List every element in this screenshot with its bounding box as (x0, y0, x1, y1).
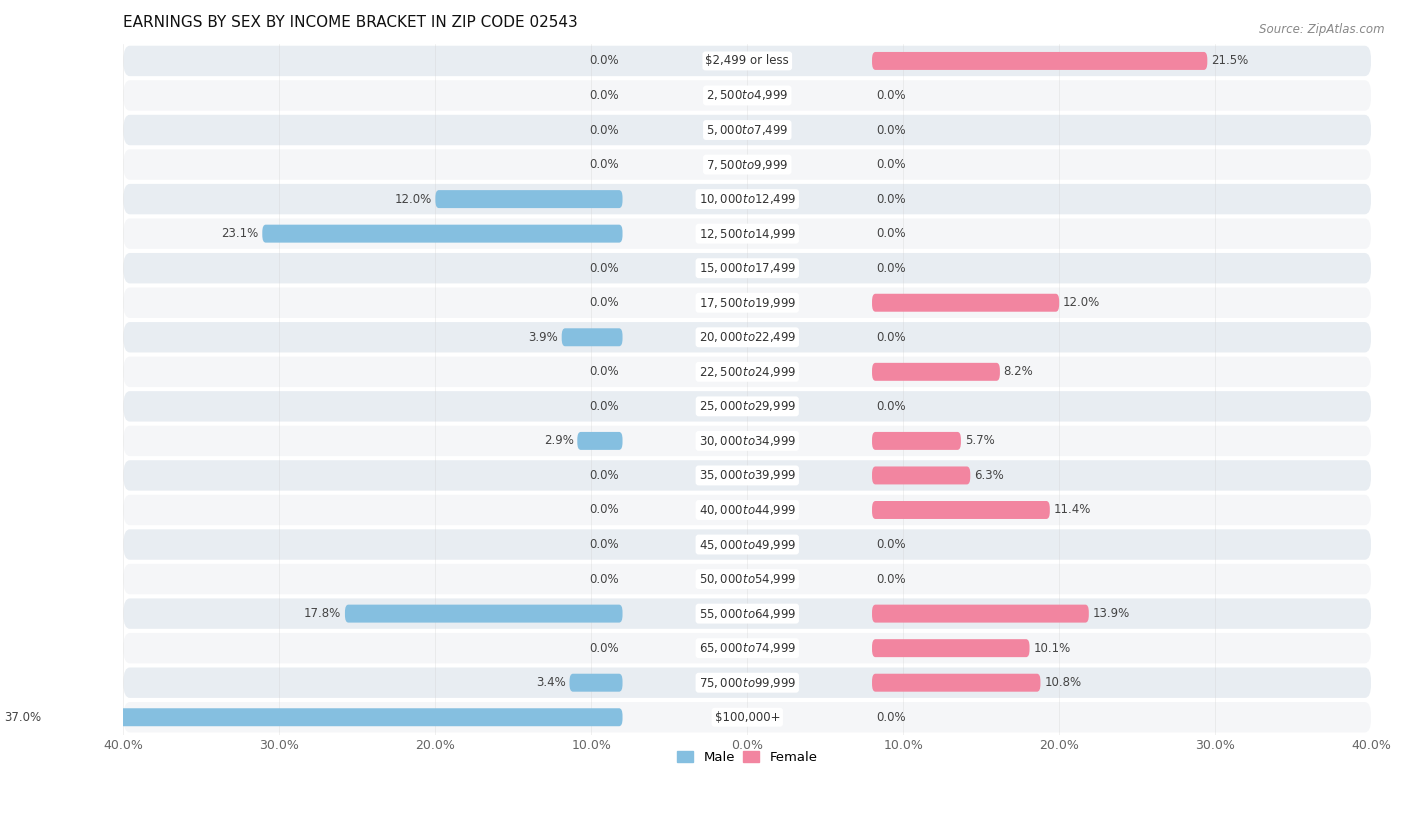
FancyBboxPatch shape (872, 639, 1029, 657)
Text: 0.0%: 0.0% (876, 193, 905, 206)
Text: 8.2%: 8.2% (1004, 365, 1033, 378)
FancyBboxPatch shape (124, 253, 1371, 284)
Text: 0.0%: 0.0% (589, 641, 619, 654)
FancyBboxPatch shape (569, 674, 623, 692)
Text: $55,000 to $64,999: $55,000 to $64,999 (699, 606, 796, 620)
Text: $30,000 to $34,999: $30,000 to $34,999 (699, 434, 796, 448)
FancyBboxPatch shape (124, 184, 1371, 215)
Text: $75,000 to $99,999: $75,000 to $99,999 (699, 676, 796, 689)
FancyBboxPatch shape (872, 674, 1040, 692)
Text: $17,500 to $19,999: $17,500 to $19,999 (699, 296, 796, 310)
Text: 6.3%: 6.3% (974, 469, 1004, 482)
FancyBboxPatch shape (872, 432, 960, 450)
Text: $65,000 to $74,999: $65,000 to $74,999 (699, 641, 796, 655)
Text: 0.0%: 0.0% (876, 158, 905, 171)
Text: 0.0%: 0.0% (876, 538, 905, 551)
Text: $50,000 to $54,999: $50,000 to $54,999 (699, 572, 796, 586)
Text: $10,000 to $12,499: $10,000 to $12,499 (699, 192, 796, 207)
Legend: Male, Female: Male, Female (672, 746, 823, 769)
FancyBboxPatch shape (562, 328, 623, 346)
Text: $12,500 to $14,999: $12,500 to $14,999 (699, 227, 796, 241)
Text: EARNINGS BY SEX BY INCOME BRACKET IN ZIP CODE 02543: EARNINGS BY SEX BY INCOME BRACKET IN ZIP… (124, 15, 578, 30)
FancyBboxPatch shape (124, 495, 1371, 525)
FancyBboxPatch shape (124, 357, 1371, 387)
FancyBboxPatch shape (124, 667, 1371, 698)
FancyBboxPatch shape (124, 598, 1371, 628)
Text: $2,500 to $4,999: $2,500 to $4,999 (706, 89, 789, 102)
Text: $2,499 or less: $2,499 or less (706, 54, 789, 67)
Text: 0.0%: 0.0% (876, 89, 905, 102)
Text: $20,000 to $22,499: $20,000 to $22,499 (699, 330, 796, 344)
Text: 23.1%: 23.1% (221, 227, 259, 240)
Text: 0.0%: 0.0% (589, 400, 619, 413)
Text: $35,000 to $39,999: $35,000 to $39,999 (699, 468, 796, 482)
FancyBboxPatch shape (124, 219, 1371, 249)
Text: Source: ZipAtlas.com: Source: ZipAtlas.com (1260, 23, 1385, 36)
FancyBboxPatch shape (124, 288, 1371, 318)
Text: 5.7%: 5.7% (965, 434, 994, 447)
Text: 10.8%: 10.8% (1045, 676, 1081, 689)
Text: 21.5%: 21.5% (1211, 54, 1249, 67)
FancyBboxPatch shape (872, 501, 1050, 519)
Text: 10.1%: 10.1% (1033, 641, 1070, 654)
Text: 0.0%: 0.0% (589, 54, 619, 67)
FancyBboxPatch shape (436, 190, 623, 208)
FancyBboxPatch shape (124, 80, 1371, 111)
Text: 2.9%: 2.9% (544, 434, 574, 447)
FancyBboxPatch shape (872, 605, 1088, 623)
FancyBboxPatch shape (872, 467, 970, 485)
FancyBboxPatch shape (578, 432, 623, 450)
Text: 0.0%: 0.0% (876, 400, 905, 413)
Text: 0.0%: 0.0% (876, 124, 905, 137)
FancyBboxPatch shape (344, 605, 623, 623)
FancyBboxPatch shape (124, 46, 1371, 76)
Text: 17.8%: 17.8% (304, 607, 342, 620)
Text: 13.9%: 13.9% (1092, 607, 1130, 620)
Text: 0.0%: 0.0% (589, 503, 619, 516)
Text: 0.0%: 0.0% (589, 365, 619, 378)
FancyBboxPatch shape (124, 391, 1371, 422)
FancyBboxPatch shape (124, 322, 1371, 353)
Text: 0.0%: 0.0% (876, 262, 905, 275)
Text: 0.0%: 0.0% (876, 572, 905, 585)
FancyBboxPatch shape (872, 52, 1208, 70)
Text: 0.0%: 0.0% (876, 711, 905, 724)
Text: $100,000+: $100,000+ (714, 711, 780, 724)
FancyBboxPatch shape (124, 460, 1371, 491)
FancyBboxPatch shape (872, 363, 1000, 380)
Text: 0.0%: 0.0% (876, 227, 905, 240)
Text: 12.0%: 12.0% (395, 193, 432, 206)
Text: 0.0%: 0.0% (589, 158, 619, 171)
FancyBboxPatch shape (124, 115, 1371, 146)
FancyBboxPatch shape (124, 529, 1371, 559)
Text: $7,500 to $9,999: $7,500 to $9,999 (706, 158, 789, 172)
FancyBboxPatch shape (124, 426, 1371, 456)
Text: 3.9%: 3.9% (529, 331, 558, 344)
Text: 0.0%: 0.0% (589, 572, 619, 585)
Text: 0.0%: 0.0% (589, 296, 619, 309)
Text: $15,000 to $17,499: $15,000 to $17,499 (699, 261, 796, 275)
Text: 0.0%: 0.0% (589, 538, 619, 551)
FancyBboxPatch shape (124, 150, 1371, 180)
Text: 12.0%: 12.0% (1063, 296, 1099, 309)
Text: $5,000 to $7,499: $5,000 to $7,499 (706, 123, 789, 137)
Text: 3.4%: 3.4% (536, 676, 565, 689)
Text: $40,000 to $44,999: $40,000 to $44,999 (699, 503, 796, 517)
Text: 0.0%: 0.0% (876, 331, 905, 344)
FancyBboxPatch shape (124, 702, 1371, 733)
Text: $25,000 to $29,999: $25,000 to $29,999 (699, 399, 796, 413)
Text: 0.0%: 0.0% (589, 262, 619, 275)
Text: 37.0%: 37.0% (4, 711, 42, 724)
Text: $22,500 to $24,999: $22,500 to $24,999 (699, 365, 796, 379)
FancyBboxPatch shape (45, 708, 623, 726)
Text: 0.0%: 0.0% (589, 89, 619, 102)
FancyBboxPatch shape (872, 293, 1059, 311)
FancyBboxPatch shape (263, 224, 623, 242)
Text: $45,000 to $49,999: $45,000 to $49,999 (699, 537, 796, 551)
Text: 0.0%: 0.0% (589, 124, 619, 137)
FancyBboxPatch shape (124, 564, 1371, 594)
Text: 11.4%: 11.4% (1053, 503, 1091, 516)
FancyBboxPatch shape (124, 633, 1371, 663)
Text: 0.0%: 0.0% (589, 469, 619, 482)
